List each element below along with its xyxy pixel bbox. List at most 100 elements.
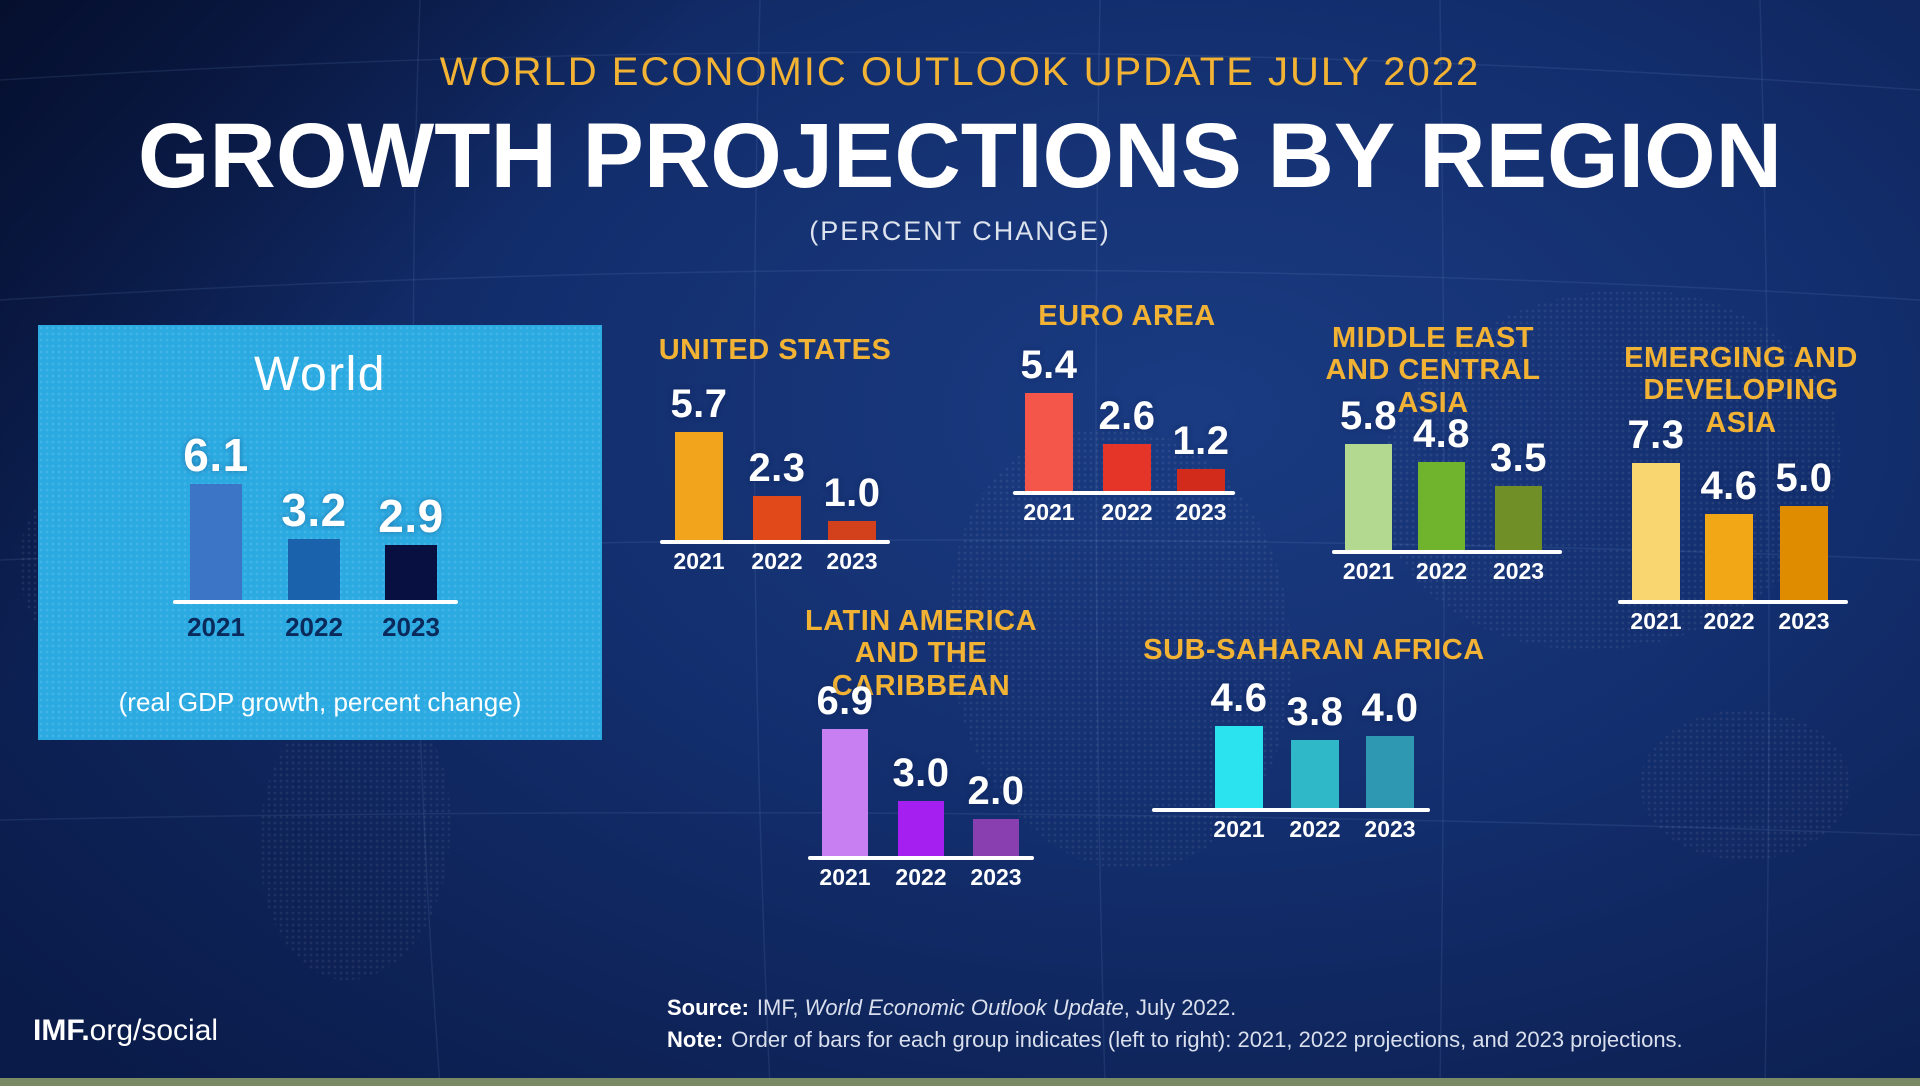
source-post: , July 2022. [1123, 995, 1237, 1020]
bar-latin-america-caribbean-2022 [898, 801, 944, 856]
value-label: 5.4 [1020, 343, 1078, 387]
value-label: 4.0 [1361, 686, 1419, 730]
value-label: 3.8 [1286, 690, 1344, 734]
bar-united-states-2023 [828, 521, 876, 540]
source-pre: IMF, [756, 995, 805, 1020]
sub-saharan-africa-bar-chart: 4.6 2021 3.8 2022 4.0 2023 [1152, 608, 1430, 848]
bar-middle-east-central-asia-2023 [1495, 486, 1542, 550]
imf-social-handle: IMF.org/social [33, 1014, 218, 1048]
year-label: 2023 [382, 612, 440, 642]
chart-title-euro-area: EURO AREA [1038, 300, 1216, 332]
bar-emerging-developing-asia-2021 [1632, 463, 1680, 600]
page-subtitle: (PERCENT CHANGE) [809, 216, 1111, 246]
value-label: 3.5 [1489, 436, 1548, 480]
value-label: 3.2 [281, 484, 347, 536]
chart-title-sub-saharan-africa: SUB-SAHARAN AFRICA [1143, 634, 1485, 666]
year-label: 2022 [751, 548, 803, 574]
value-label: 2.0 [967, 769, 1025, 813]
year-label: 2022 [285, 612, 343, 642]
bar-world-2023 [385, 545, 437, 600]
year-label: 2023 [1364, 816, 1416, 842]
map-dots-australia [1640, 710, 1850, 860]
value-label: 6.9 [816, 679, 874, 723]
imf-brand-rest: org/social [89, 1014, 219, 1047]
united-states-bar-chart: 5.7 2021 2.3 2022 1.0 2023 [660, 340, 890, 580]
baseline [1618, 600, 1848, 604]
bar-united-states-2021 [675, 432, 723, 540]
euro-area-bar-chart: 5.4 2021 2.6 2022 1.2 2023 [1013, 291, 1235, 531]
baseline [660, 540, 890, 544]
imf-brand-bold: IMF. [33, 1014, 90, 1047]
value-label: 3.0 [892, 751, 950, 795]
value-label: 1.2 [1172, 419, 1230, 463]
note-label: Note: [667, 1027, 724, 1052]
bar-world-2022 [288, 539, 340, 600]
source-publication: World Economic Outlook Update [804, 995, 1124, 1020]
bar-middle-east-central-asia-2021 [1345, 444, 1392, 550]
note-text: Order of bars for each group indicates (… [731, 1027, 1683, 1052]
chart-title-latin-america-caribbean: LATIN AMERICA AND THE CARIBBEAN [804, 605, 1038, 702]
bar-euro-area-2023 [1177, 469, 1225, 491]
world-bar-chart: 6.1 2021 3.2 2022 2.9 2023 [173, 400, 458, 642]
year-label: 2023 [970, 864, 1022, 890]
bar-sub-saharan-africa-2021 [1215, 726, 1263, 808]
bar-sub-saharan-africa-2023 [1366, 736, 1414, 808]
bar-emerging-developing-asia-2023 [1780, 506, 1828, 600]
kicker-title: WORLD ECONOMIC OUTLOOK UPDATE JULY 2022 [439, 50, 1481, 94]
bottom-edge-strip [0, 1078, 1920, 1086]
year-label: 2022 [1289, 816, 1341, 842]
value-label: 5.8 [1339, 394, 1398, 438]
bar-world-2021 [190, 484, 242, 600]
value-label: 2.3 [748, 446, 806, 490]
bar-latin-america-caribbean-2023 [973, 819, 1019, 856]
baseline [173, 600, 458, 604]
bar-latin-america-caribbean-2021 [822, 729, 868, 856]
year-label: 2021 [1342, 558, 1395, 584]
note-line: Note: Order of bars for each group indica… [667, 1027, 1683, 1053]
value-label: 6.1 [183, 429, 249, 481]
source-line: Source: IMF, World Economic Outlook Updat… [667, 995, 1236, 1021]
year-label: 2021 [819, 864, 871, 890]
year-label: 2021 [1630, 608, 1682, 634]
value-label: 2.9 [378, 490, 444, 542]
value-label: 5.0 [1775, 456, 1833, 500]
value-label: 5.7 [670, 382, 728, 426]
value-label: 4.6 [1210, 676, 1268, 720]
middle-east-central-asia-bar-chart: 5.8 2021 4.8 2022 3.5 2023 [1332, 350, 1562, 590]
baseline [1152, 808, 1430, 812]
bar-euro-area-2021 [1025, 393, 1073, 491]
baseline [1013, 491, 1235, 495]
bar-emerging-developing-asia-2022 [1705, 514, 1753, 600]
latin-america-caribbean-bar-chart: 6.9 2021 3.0 2022 2.0 2023 [808, 656, 1034, 896]
emerging-developing-asia-bar-chart: 7.3 2021 4.6 2022 5.0 2023 [1618, 400, 1848, 640]
value-label: 4.8 [1412, 412, 1471, 456]
value-label: 4.6 [1700, 464, 1758, 508]
bar-sub-saharan-africa-2022 [1291, 740, 1339, 808]
bar-united-states-2022 [753, 496, 801, 540]
baseline [808, 856, 1034, 860]
source-label: Source: [667, 995, 749, 1020]
world-caption: (real GDP growth, percent change) [118, 687, 522, 717]
page-title: GROWTH PROJECTIONS BY REGION [137, 105, 1783, 207]
chart-title-united-states: UNITED STATES [658, 334, 892, 366]
world-chart-title: World [254, 348, 386, 401]
year-label: 2023 [1778, 608, 1830, 634]
year-label: 2022 [895, 864, 947, 890]
year-label: 2023 [1492, 558, 1545, 584]
value-label: 1.0 [823, 471, 881, 515]
year-label: 2021 [1213, 816, 1265, 842]
baseline [1332, 550, 1562, 554]
year-label: 2022 [1415, 558, 1468, 584]
value-label: 2.6 [1098, 394, 1156, 438]
chart-title-emerging-developing-asia: EMERGING AND DEVELOPING ASIA [1624, 342, 1858, 439]
year-label: 2021 [187, 612, 245, 642]
chart-title-middle-east-central-asia: MIDDLE EAST AND CENTRAL ASIA [1325, 322, 1541, 419]
bar-euro-area-2022 [1103, 444, 1151, 491]
year-label: 2021 [1023, 499, 1075, 525]
map-dots-south-america [260, 700, 450, 980]
year-label: 2023 [1175, 499, 1227, 525]
year-label: 2021 [673, 548, 725, 574]
bar-middle-east-central-asia-2022 [1418, 462, 1465, 550]
value-label: 7.3 [1627, 413, 1685, 457]
